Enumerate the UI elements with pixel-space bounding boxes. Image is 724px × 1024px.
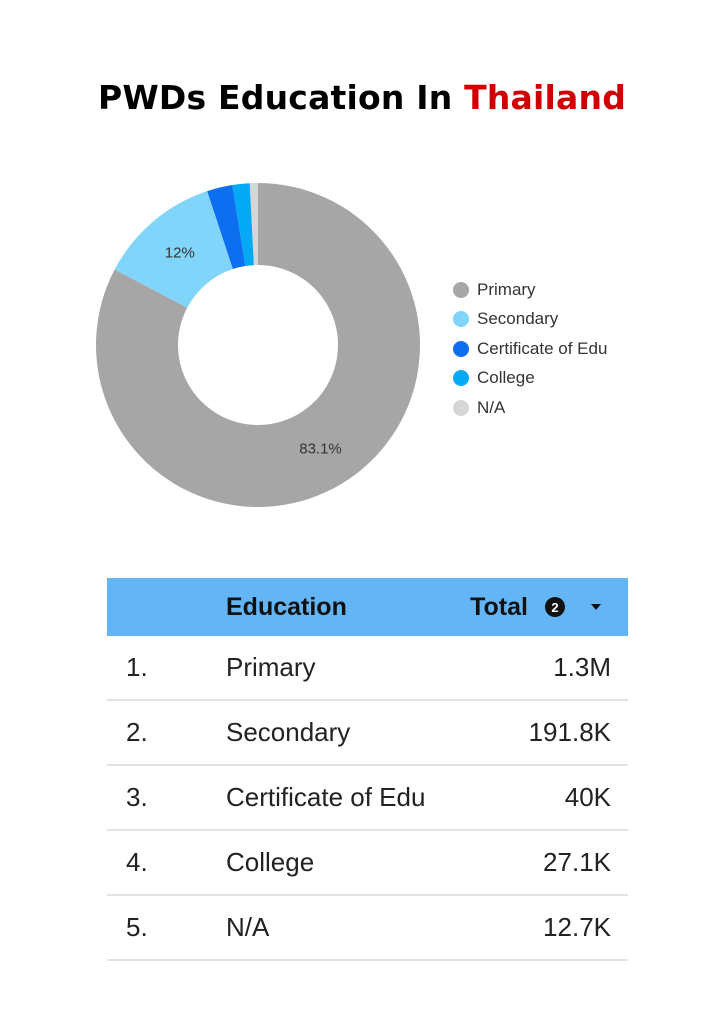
legend-label: Certificate of Edu (477, 338, 608, 358)
legend-label: College (477, 368, 535, 388)
row-education: N/A (226, 912, 270, 942)
donut-slice-na[interactable] (249, 183, 258, 266)
table-row: 3. Certificate of Edu 40K (107, 766, 628, 831)
row-education: Secondary (226, 717, 351, 747)
legend-swatch (453, 399, 469, 416)
header-education[interactable]: Education (226, 592, 347, 621)
table-row: 2. Secondary 191.8K (107, 701, 628, 766)
sort-caret-down-icon[interactable] (591, 604, 601, 610)
education-table: Education Total 2 1. Primary 1.3M 2. Sec… (107, 578, 628, 961)
row-index: 5. (126, 912, 148, 942)
legend-item-college[interactable]: College (453, 364, 607, 394)
legend-label: N/A (477, 397, 506, 417)
donut-slice-primary[interactable] (96, 183, 420, 507)
legend-label: Primary (477, 279, 536, 299)
row-education: College (226, 847, 315, 877)
donut-chart: 83.1% 12% (96, 183, 420, 507)
legend-item-primary[interactable]: Primary (453, 275, 607, 305)
legend-label: Secondary (477, 309, 559, 329)
table-row: 1. Primary 1.3M (107, 636, 628, 701)
table-header: Education Total 2 (107, 578, 628, 636)
title-main: PWDs Education In (97, 78, 453, 117)
legend-swatch (453, 311, 469, 328)
donut-slice-certificate[interactable] (207, 185, 246, 270)
legend-swatch (453, 370, 469, 387)
slice-label: 83.1% (299, 441, 342, 458)
row-education: Primary (226, 652, 316, 682)
row-index: 3. (126, 782, 148, 812)
donut-slice-college[interactable] (232, 183, 254, 267)
table-row: 5. N/A 12.7K (107, 896, 628, 961)
legend-item-certificate[interactable]: Certificate of Edu (453, 334, 607, 364)
row-total: 27.1K (543, 847, 611, 877)
header-total[interactable]: Total (470, 592, 528, 621)
row-index: 4. (126, 847, 148, 877)
row-total: 191.8K (528, 717, 611, 747)
legend-swatch (453, 340, 469, 357)
slice-label: 12% (165, 245, 195, 262)
row-total: 40K (564, 782, 611, 812)
row-total: 1.3M (553, 652, 611, 682)
sort-order-badge: 2 (545, 597, 565, 617)
chart-legend: Primary Secondary Certificate of Edu Col… (453, 275, 607, 423)
table-row: 4. College 27.1K (107, 831, 628, 896)
title-accent: Thailand (464, 78, 627, 117)
row-index: 2. (126, 717, 148, 747)
donut-slice-secondary[interactable] (114, 191, 233, 308)
row-education: Certificate of Edu (226, 782, 426, 812)
legend-swatch (453, 281, 469, 298)
legend-item-secondary[interactable]: Secondary (453, 305, 607, 335)
row-total: 12.7K (543, 912, 611, 942)
legend-item-na[interactable]: N/A (453, 393, 607, 423)
page-title: PWDs Education In Thailand (0, 78, 724, 117)
row-index: 1. (126, 652, 148, 682)
